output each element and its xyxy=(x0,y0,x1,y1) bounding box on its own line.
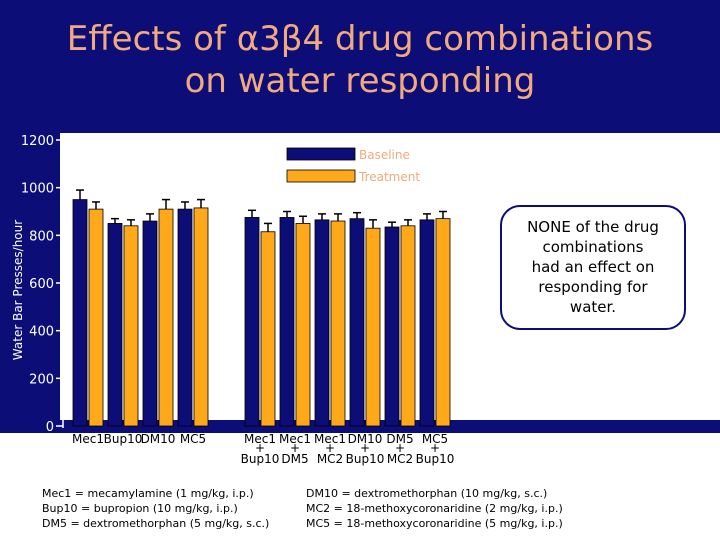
bar-treatment xyxy=(435,218,451,427)
y-tick-label: 1000 xyxy=(21,182,54,197)
bar-treatment xyxy=(365,227,381,427)
bar-baseline xyxy=(107,223,123,427)
y-axis-panel xyxy=(0,133,60,433)
y-tick-label: 600 xyxy=(29,277,54,292)
category-label: Bup10 xyxy=(104,432,143,446)
category-label-second: Bup10 xyxy=(241,452,280,466)
footnote-right-3: MC5 = 18-methoxycoronaridine (5 mg/kg, i… xyxy=(306,517,563,530)
category-label: Mec1 xyxy=(279,432,311,446)
y-tick-label: 800 xyxy=(29,229,54,244)
title-line-1: Effects of α3β4 drug combinations xyxy=(66,19,654,59)
callout-line-3: had an effect on xyxy=(531,258,655,276)
bar-baseline xyxy=(419,219,435,427)
category-label-second: DM5 xyxy=(281,452,308,466)
bar-baseline xyxy=(384,226,400,427)
y-tick-label: 200 xyxy=(29,372,54,387)
category-label: DM5 xyxy=(386,432,413,446)
bar-baseline xyxy=(279,217,295,427)
bar-treatment xyxy=(330,220,346,427)
bar-baseline xyxy=(177,208,193,427)
bar-baseline xyxy=(244,217,260,427)
category-plus: + xyxy=(290,441,300,455)
footnote-left-2: Bup10 = bupropion (10 mg/kg, i.p.) xyxy=(42,502,238,515)
category-label: MC5 xyxy=(180,432,206,446)
legend-swatch-baseline xyxy=(286,147,356,161)
bar-baseline xyxy=(314,219,330,427)
category-label: Mec1 xyxy=(72,432,104,446)
category-label: Mec1 xyxy=(314,432,346,446)
footnote-left: Mec1 = mecamylamine (1 mg/kg, i.p.) Bup1… xyxy=(42,486,269,531)
callout-line-5: water. xyxy=(569,298,617,316)
legend-swatch-treatment xyxy=(286,169,356,183)
y-tick-label: 1200 xyxy=(21,134,54,149)
bar-treatment xyxy=(260,231,276,427)
category-label-second: Bup10 xyxy=(416,452,455,466)
category-label-second: Bup10 xyxy=(346,452,385,466)
callout-line-1: NONE of the drug xyxy=(527,218,659,236)
category-plus: + xyxy=(395,441,405,455)
category-plus: + xyxy=(430,441,440,455)
legend-label-treatment: Treatment xyxy=(358,170,420,184)
bar-baseline xyxy=(349,218,365,427)
title-line-2: on water responding xyxy=(184,61,536,101)
category-label: DM10 xyxy=(348,432,383,446)
callout-note: NONE of the drug combinations had an eff… xyxy=(500,205,686,330)
category-label: Mec1 xyxy=(244,432,276,446)
bar-baseline xyxy=(72,199,88,427)
category-label-second: MC2 xyxy=(317,452,343,466)
footnote-right-2: MC2 = 18-methoxycoronaridine (2 mg/kg, i… xyxy=(306,502,563,515)
category-label-second: MC2 xyxy=(387,452,413,466)
footnote-right: DM10 = dextromethorphan (10 mg/kg, s.c.)… xyxy=(306,486,563,531)
footnote-left-3: DM5 = dextromethorphan (5 mg/kg, s.c.) xyxy=(42,517,270,530)
callout-line-4: responding for xyxy=(538,278,648,296)
callout-line-2: combinations xyxy=(542,238,644,256)
bar-treatment xyxy=(123,225,139,427)
footnote-right-1: DM10 = dextromethorphan (10 mg/kg, s.c.) xyxy=(306,487,548,500)
bar-treatment xyxy=(88,208,104,427)
legend-label-baseline: Baseline xyxy=(359,148,410,162)
category-label: DM10 xyxy=(141,432,176,446)
footnote-left-1: Mec1 = mecamylamine (1 mg/kg, i.p.) xyxy=(42,487,254,500)
category-plus: + xyxy=(360,441,370,455)
bar-treatment xyxy=(193,207,209,427)
y-axis-label: Water Bar Presses/hour xyxy=(11,220,25,360)
category-label: MC5 xyxy=(422,432,448,446)
y-tick-label: 0 xyxy=(46,420,54,435)
y-tick-label: 400 xyxy=(29,325,54,340)
bar-treatment xyxy=(295,223,311,427)
bar-treatment xyxy=(158,208,174,427)
category-plus: + xyxy=(325,441,335,455)
category-plus: + xyxy=(255,441,265,455)
bar-baseline xyxy=(142,220,158,427)
chart-title: Effects of α3β4 drug combinations on wat… xyxy=(0,18,720,102)
bar-treatment xyxy=(400,225,416,427)
